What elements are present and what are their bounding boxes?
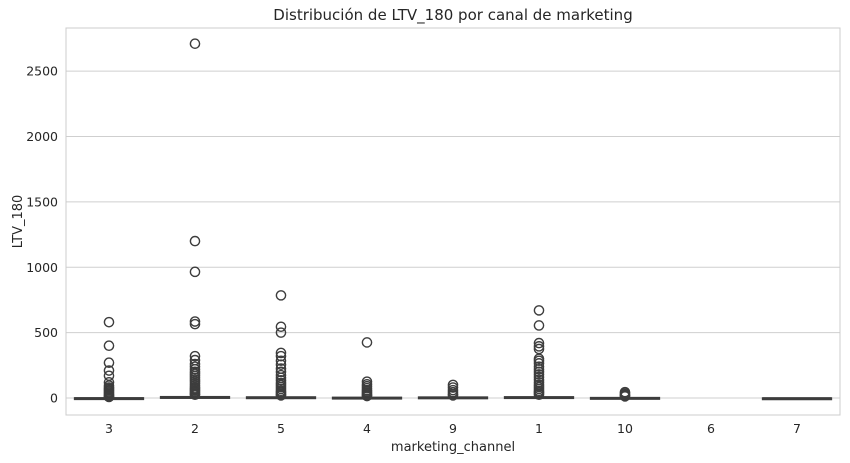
outlier-point <box>533 320 545 331</box>
x-tick-label: 3 <box>105 421 113 436</box>
x-tick-label: 2 <box>191 421 199 436</box>
outlier-point <box>275 355 287 367</box>
outlier-point <box>533 305 545 316</box>
outlier-point <box>275 327 287 338</box>
outlier-point <box>189 350 201 362</box>
outlier-point <box>361 390 373 402</box>
x-tick-label: 5 <box>277 421 285 436</box>
x-axis-label: marketing_channel <box>391 440 515 455</box>
y-tick-label: 2000 <box>26 129 58 144</box>
x-tick-label: 4 <box>363 421 371 436</box>
outlier-point <box>275 321 287 333</box>
outlier-point <box>189 235 201 247</box>
plot-frame <box>65 27 841 416</box>
outlier-point <box>103 340 115 352</box>
outlier-point <box>103 365 115 376</box>
x-tick-label: 9 <box>449 421 457 436</box>
y-tick-label: 2500 <box>26 64 58 79</box>
outlier-point <box>189 318 201 330</box>
x-tick-label: 7 <box>793 421 801 436</box>
y-tick-label: 0 <box>50 391 58 406</box>
y-axis-label: LTV_180 <box>11 195 26 249</box>
outlier-point <box>275 350 287 362</box>
outlier-point <box>103 316 115 328</box>
outlier-point <box>275 359 287 370</box>
outlier-point <box>619 391 631 402</box>
outlier-point <box>103 357 115 369</box>
x-tick-label: 10 <box>617 421 633 436</box>
outlier-point <box>189 38 201 49</box>
y-tick-label: 1000 <box>26 260 58 275</box>
x-tick-label: 1 <box>535 421 543 436</box>
outlier-point <box>189 266 201 278</box>
y-tick-label: 1500 <box>26 194 58 209</box>
outlier-point <box>533 389 545 401</box>
outlier-point <box>275 347 287 359</box>
y-tick-label: 500 <box>34 325 58 340</box>
outlier-point <box>275 366 287 378</box>
outlier-point <box>275 290 287 301</box>
outlier-point <box>361 337 373 348</box>
outlier-point <box>103 391 115 403</box>
outlier-point <box>275 390 287 401</box>
chart-title: Distribución de LTV_180 por canal de mar… <box>273 6 632 25</box>
outlier-point <box>533 358 545 369</box>
x-tick-label: 6 <box>707 421 715 436</box>
outlier-point <box>533 337 545 349</box>
outlier-point <box>189 389 201 401</box>
outlier-point <box>447 390 459 401</box>
